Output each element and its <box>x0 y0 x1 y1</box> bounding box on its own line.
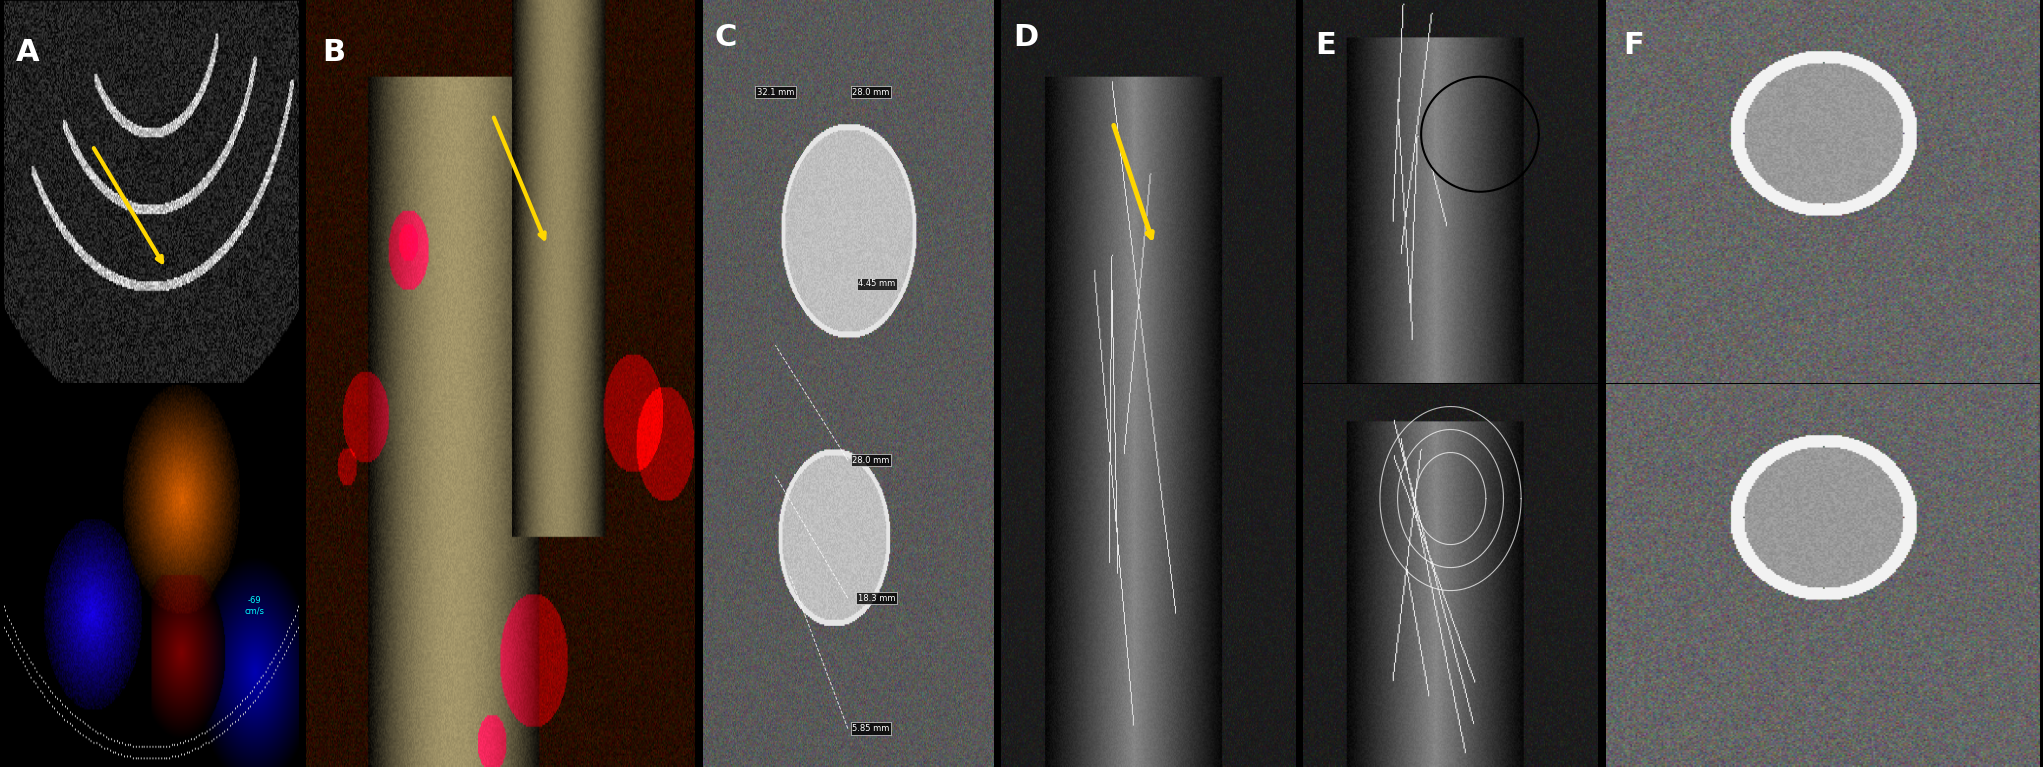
Text: F: F <box>1622 31 1645 60</box>
Text: E: E <box>1316 31 1336 60</box>
Text: 4.45 mm: 4.45 mm <box>858 279 895 288</box>
Text: C: C <box>715 23 738 52</box>
Text: 5.85 mm: 5.85 mm <box>852 724 891 733</box>
Text: -69
cm/s: -69 cm/s <box>245 596 264 616</box>
Text: 18.3 mm: 18.3 mm <box>858 594 895 603</box>
Text: A: A <box>16 38 39 67</box>
Text: 28.0 mm: 28.0 mm <box>852 87 891 97</box>
Text: D: D <box>1013 23 1038 52</box>
Text: 32.1 mm: 32.1 mm <box>756 87 795 97</box>
Text: 28.0 mm: 28.0 mm <box>852 456 891 465</box>
Text: B: B <box>323 38 345 67</box>
